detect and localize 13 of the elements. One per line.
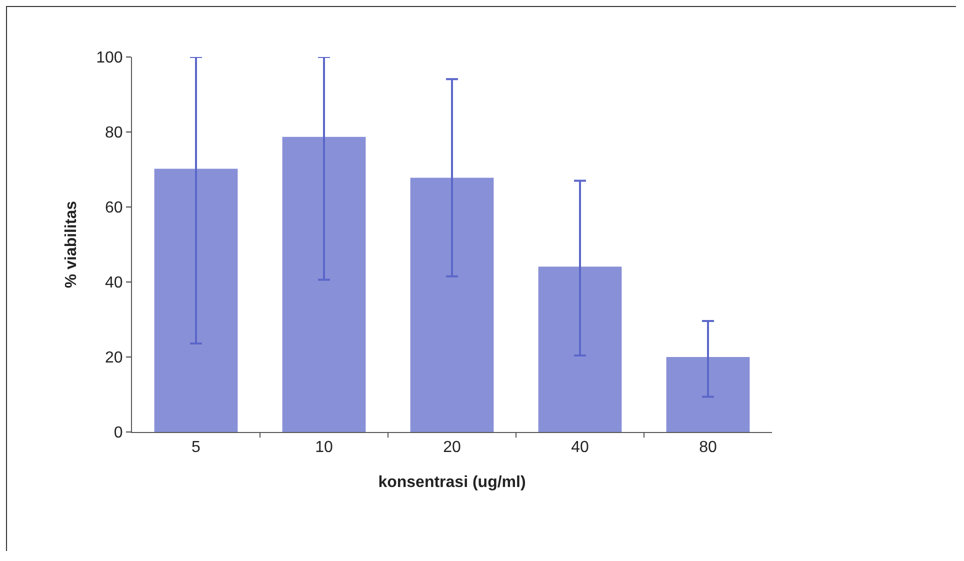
y-tick-label: 60 [105,200,123,217]
x-tick-label: 20 [443,439,461,456]
y-tick-label: 80 [105,124,123,142]
y-tick-label: 20 [105,350,123,367]
x-tick-label: 40 [571,439,589,456]
y-axis-title: % viabilitas [62,200,80,288]
x-tick-label: 5 [192,439,201,456]
y-tick-label: 0 [114,424,123,442]
y-tick-label: 100 [96,50,123,67]
y-tick-label: 40 [105,274,123,292]
x-tick-label: 80 [699,439,717,456]
x-tick-label: 10 [315,439,333,456]
x-axis-title: konsentrasi (ug/ml) [378,474,526,491]
